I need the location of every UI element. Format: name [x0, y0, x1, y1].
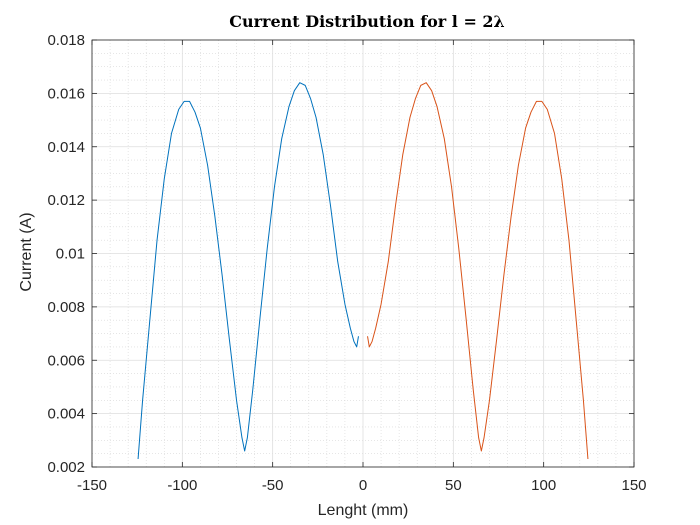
x-axis-label: Lenght (mm)	[318, 502, 409, 519]
y-tick-label: 0.01	[56, 246, 85, 263]
y-tick-label: 0.006	[47, 352, 85, 369]
y-tick-label: 0.018	[47, 32, 85, 49]
y-axis-label: Current (A)	[18, 212, 35, 291]
series-layer	[137, 82, 589, 460]
x-tick-label: 100	[531, 477, 556, 494]
y-axis-ticks: 0.002 0.004 0.006 0.008 0.01 0.012 0.014 0.016 0…	[47, 32, 634, 476]
y-tick-label: 0.008	[47, 299, 85, 316]
x-tick-label: 50	[445, 477, 462, 494]
x-tick-label: -50	[262, 477, 284, 494]
y-tick-label: 0.004	[47, 406, 85, 423]
x-tick-label: 150	[621, 477, 646, 494]
y-tick-label: 0.014	[47, 139, 85, 156]
y-tick-label: 0.002	[47, 459, 85, 476]
x-tick-label: -100	[167, 477, 197, 494]
y-tick-label: 0.012	[47, 192, 85, 209]
x-tick-label: 0	[359, 477, 367, 494]
x-axis-ticks: -150 -100 -50 0 50 100 150	[77, 40, 647, 494]
x-tick-label: -150	[77, 477, 107, 494]
y-tick-label: 0.016	[47, 85, 85, 102]
series-line-1	[137, 82, 359, 460]
series-line-2	[367, 82, 589, 460]
chart-title: Current Distribution for l = 2λ	[229, 12, 505, 31]
